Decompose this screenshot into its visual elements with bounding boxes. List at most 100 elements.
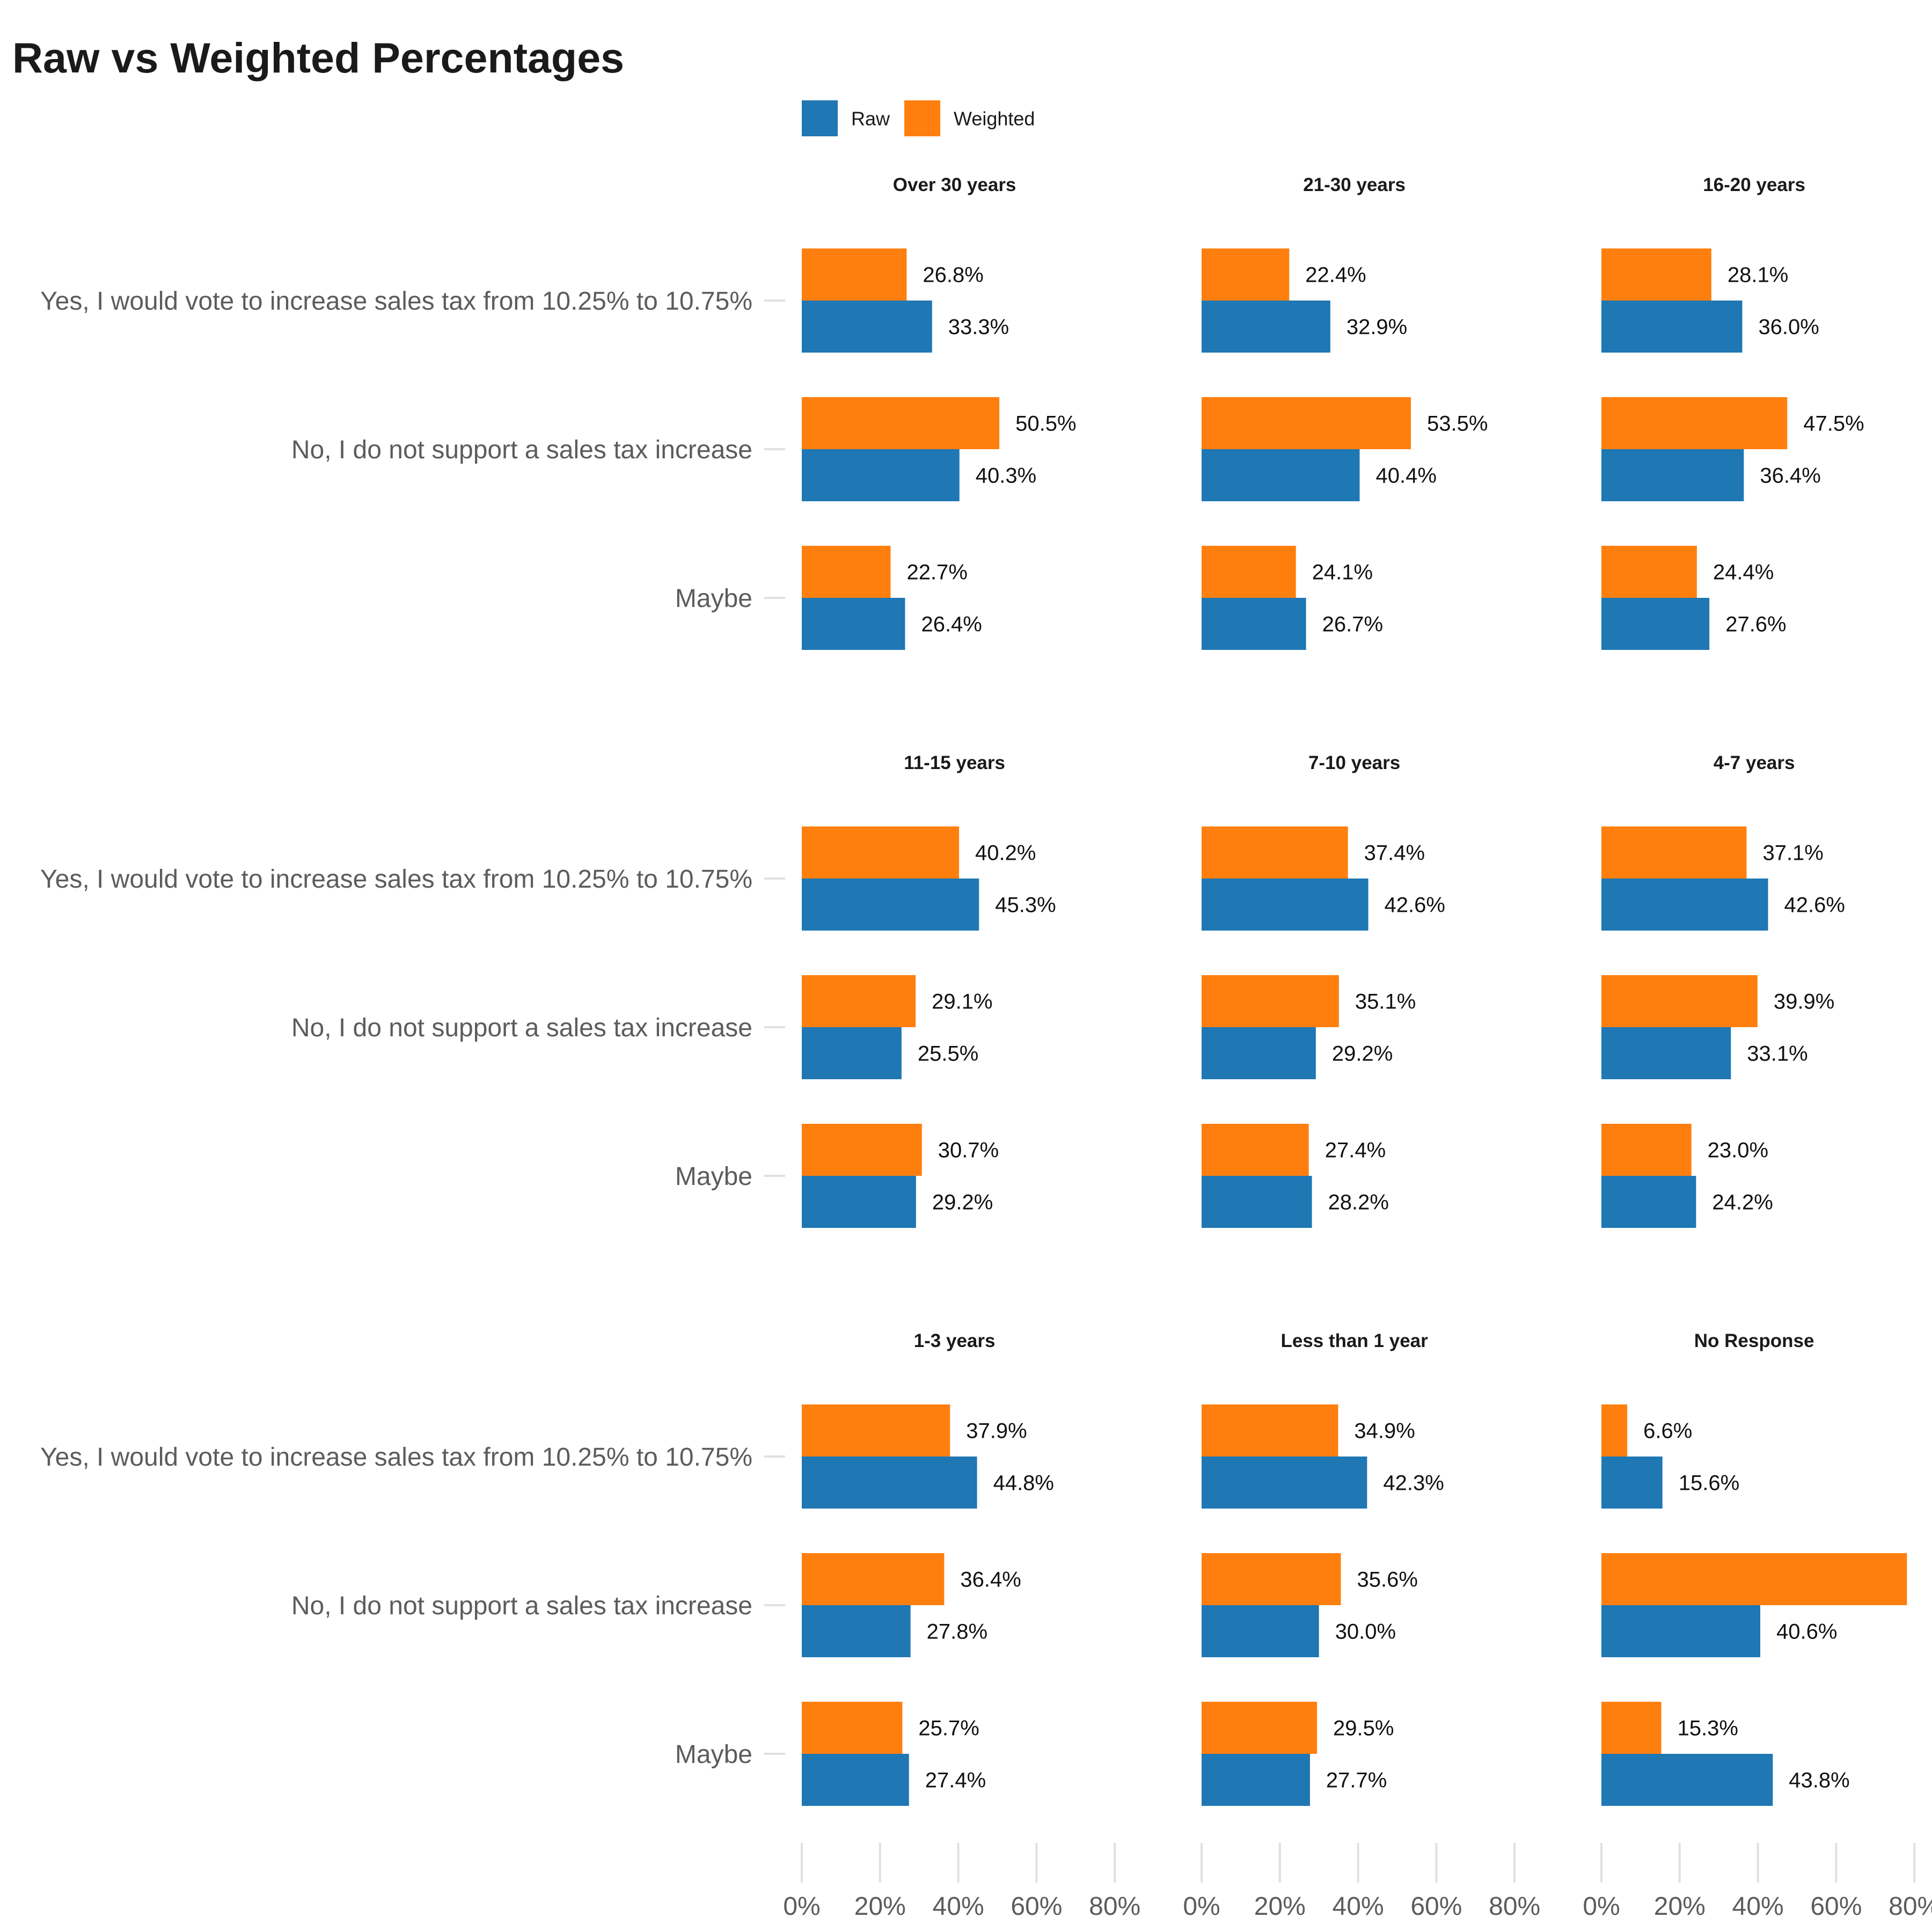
bar-1-3-years-raw: [802, 1754, 909, 1806]
data-label-weighted: 37.1%: [1762, 841, 1823, 865]
bar-over-30-years-raw: [802, 301, 932, 353]
facet-title-21-30-years: 21-30 years: [1303, 174, 1406, 195]
x-tick-label: 80%: [1489, 1892, 1540, 1921]
data-label-raw: 27.8%: [927, 1620, 987, 1644]
category-label-1: Yes, I would vote to increase sales tax …: [40, 865, 752, 894]
data-label-weighted: 6.6%: [1643, 1419, 1692, 1443]
bar-1-3-years-weighted: [802, 1702, 903, 1754]
data-label-raw: 33.3%: [948, 316, 1009, 339]
data-label-raw: 40.4%: [1376, 464, 1437, 488]
x-tick-label: 80%: [1089, 1892, 1140, 1921]
data-label-raw: 44.8%: [993, 1472, 1054, 1495]
bar-4-7-years-raw: [1601, 1027, 1731, 1079]
bar-1-3-years-weighted: [802, 1404, 950, 1457]
bar-over-30-years-weighted: [802, 546, 891, 598]
bar-no-response-weighted: [1601, 1702, 1662, 1754]
x-tick-label: 60%: [1410, 1892, 1462, 1921]
bar-over-30-years-weighted: [802, 248, 907, 301]
bar-4-7-years-weighted: [1601, 826, 1747, 879]
bar-7-10-years-raw: [1202, 1027, 1316, 1079]
data-label-raw: 36.0%: [1758, 316, 1819, 339]
facet-title-less-than-1-year: Less than 1 year: [1280, 1330, 1428, 1351]
data-label-raw: 15.6%: [1679, 1472, 1739, 1495]
data-label-raw: 40.3%: [976, 464, 1036, 488]
data-label-weighted: 22.4%: [1305, 264, 1366, 287]
facet-title-no-response: No Response: [1694, 1330, 1814, 1351]
bar-16-20-years-weighted: [1601, 397, 1788, 449]
facet-title-1-3-years: 1-3 years: [914, 1330, 996, 1351]
data-label-weighted: 35.1%: [1355, 990, 1416, 1014]
bar-over-30-years-raw: [802, 598, 905, 650]
data-label-raw: 42.6%: [1784, 894, 1845, 917]
data-label-weighted: 35.6%: [1357, 1568, 1418, 1592]
legend-key-raw: [802, 100, 838, 136]
data-label-raw: 27.7%: [1326, 1769, 1387, 1792]
bar-over-30-years-raw: [802, 449, 960, 501]
data-label-weighted: 15.3%: [1678, 1717, 1738, 1740]
bar-7-10-years-raw: [1202, 1176, 1312, 1228]
legend-label-weighted: Weighted: [954, 108, 1035, 130]
category-label-2: No, I do not support a sales tax increas…: [291, 1014, 752, 1042]
bar-less-than-1-year-weighted: [1202, 1404, 1338, 1457]
bar-21-30-years-raw: [1202, 301, 1330, 353]
data-label-weighted: 22.7%: [906, 561, 967, 584]
bar-less-than-1-year-weighted: [1202, 1553, 1341, 1605]
category-label-3: Maybe: [675, 584, 752, 613]
data-label-weighted: 37.9%: [966, 1419, 1027, 1443]
x-tick-label: 40%: [933, 1892, 984, 1921]
bar-no-response-raw: [1601, 1457, 1663, 1509]
bar-no-response-weighted: [1601, 1404, 1628, 1457]
legend-label-raw: Raw: [851, 108, 890, 130]
bar-21-30-years-weighted: [1202, 546, 1296, 598]
bar-11-15-years-weighted: [802, 975, 916, 1027]
data-label-weighted: 39.9%: [1774, 990, 1834, 1014]
data-label-weighted: 26.8%: [923, 264, 983, 287]
x-tick-label: 0%: [1583, 1892, 1620, 1921]
x-tick-label: 20%: [854, 1892, 906, 1921]
data-label-weighted: 29.5%: [1333, 1717, 1394, 1740]
data-label-raw: 36.4%: [1760, 464, 1820, 488]
data-label-raw: 26.7%: [1322, 613, 1383, 636]
category-label-3: Maybe: [675, 1162, 752, 1191]
facet-title-4-7-years: 4-7 years: [1714, 752, 1795, 773]
bar-16-20-years-raw: [1601, 301, 1743, 353]
facet-title-11-15-years: 11-15 years: [904, 752, 1005, 773]
bar-7-10-years-weighted: [1202, 975, 1339, 1027]
bar-4-7-years-raw: [1601, 879, 1768, 931]
bar-7-10-years-weighted: [1202, 826, 1348, 879]
bar-less-than-1-year-raw: [1202, 1754, 1310, 1806]
bar-over-30-years-weighted: [802, 397, 1000, 449]
bar-1-3-years-weighted: [802, 1553, 945, 1605]
data-label-raw: 45.3%: [995, 894, 1056, 917]
data-label-weighted: 24.1%: [1312, 561, 1373, 584]
data-label-raw: 29.2%: [932, 1191, 993, 1214]
bar-11-15-years-raw: [802, 1027, 902, 1079]
bar-21-30-years-raw: [1202, 449, 1360, 501]
x-tick-label: 0%: [783, 1892, 820, 1921]
bar-21-30-years-weighted: [1202, 397, 1411, 449]
x-tick-label: 80%: [1889, 1892, 1932, 1921]
data-label-weighted: 23.0%: [1708, 1139, 1768, 1162]
bar-21-30-years-raw: [1202, 598, 1306, 650]
data-label-raw: 32.9%: [1346, 316, 1407, 339]
bar-16-20-years-weighted: [1601, 248, 1711, 301]
data-label-weighted: 50.5%: [1015, 412, 1076, 436]
bar-7-10-years-raw: [1202, 879, 1368, 931]
bar-less-than-1-year-raw: [1202, 1605, 1319, 1657]
bar-11-15-years-weighted: [802, 1124, 922, 1176]
bar-7-10-years-weighted: [1202, 1124, 1309, 1176]
data-label-weighted: 47.5%: [1803, 412, 1864, 436]
data-label-raw: 33.1%: [1747, 1042, 1807, 1066]
chart-title: Raw vs Weighted Percentages: [12, 34, 625, 82]
category-label-2: No, I do not support a sales tax increas…: [291, 436, 752, 464]
facet-title-7-10-years: 7-10 years: [1308, 752, 1400, 773]
facet-title-16-20-years: 16-20 years: [1703, 174, 1805, 195]
data-label-weighted: 37.4%: [1364, 841, 1425, 865]
category-label-3: Maybe: [675, 1740, 752, 1769]
bar-less-than-1-year-weighted: [1202, 1702, 1318, 1754]
x-tick-label: 20%: [1254, 1892, 1306, 1921]
data-label-weighted: 30.7%: [938, 1139, 999, 1162]
data-label-raw: 29.2%: [1332, 1042, 1393, 1066]
bar-21-30-years-weighted: [1202, 248, 1290, 301]
bar-11-15-years-weighted: [802, 826, 960, 879]
